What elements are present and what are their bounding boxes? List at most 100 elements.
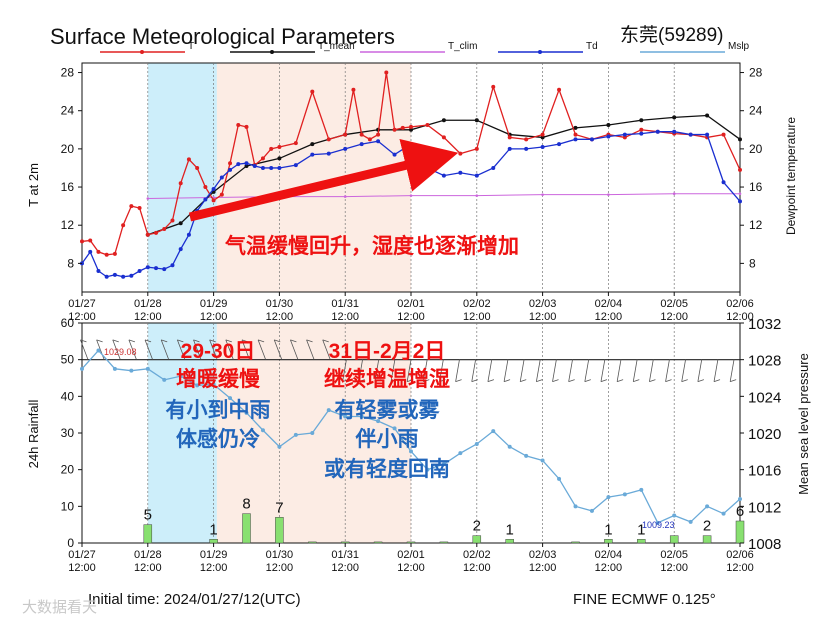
temperature-panel: 01/2712:0001/2812:0001/2912:0001/3012:00… <box>26 62 798 323</box>
point-td <box>186 232 191 237</box>
point-td <box>170 263 175 268</box>
y-tick-label: 28 <box>61 66 75 80</box>
x-tick-label-date: 02/01 <box>397 298 425 310</box>
point-t <box>137 206 142 211</box>
point-t <box>721 132 726 137</box>
y2-tick-label: 12 <box>749 218 763 232</box>
wind-barb-flag <box>209 339 216 343</box>
point-t <box>367 137 372 142</box>
box1-line1: 增暖缓慢 <box>176 367 261 391</box>
point-t <box>491 84 496 89</box>
point-t <box>162 227 167 232</box>
legend-label-t_clim: T_clim <box>448 41 477 52</box>
y2-tick-label: 1028 <box>748 353 781 370</box>
y2-tick-label: 16 <box>749 180 763 194</box>
wind-barb-flag <box>306 339 313 343</box>
point-t <box>219 192 224 197</box>
x-tick-label-time: 12:00 <box>726 562 754 574</box>
wind-barb <box>422 359 428 382</box>
wind-barb-flag <box>503 379 511 383</box>
wind-barb-flag <box>322 339 329 343</box>
mslp-point <box>343 414 348 419</box>
x-tick-label-date: 02/03 <box>529 298 557 310</box>
point-t_mean <box>474 118 479 123</box>
point-t_clim <box>343 195 347 198</box>
mslp-point <box>211 382 216 387</box>
point-td <box>228 167 233 172</box>
point-td <box>458 170 463 175</box>
mslp-low-label: 1009.23 <box>642 520 675 530</box>
mslp-point <box>606 495 611 500</box>
point-td <box>409 142 413 147</box>
rain-bar <box>340 541 350 544</box>
point-t_clim <box>475 194 479 197</box>
point-t <box>326 137 331 142</box>
x-tick-label-date: 02/06 <box>726 298 754 310</box>
box1-title: 29-30日 <box>181 340 256 363</box>
mslp-point <box>425 467 430 472</box>
mslp-point <box>162 377 167 382</box>
y-tick-label: 8 <box>67 256 74 270</box>
y-tick-label: 0 <box>67 536 74 550</box>
box2-line1: 继续增温增湿 <box>324 367 450 391</box>
point-t <box>277 144 282 149</box>
wind-barb-flag <box>177 339 184 343</box>
y2-tick-label: 24 <box>749 104 763 118</box>
x-tick-label-date: 01/30 <box>266 298 294 310</box>
rain-bar <box>735 520 745 544</box>
y-axis-label-rainfall: 24h Rainfall <box>26 400 41 469</box>
wind-barb <box>374 359 380 382</box>
point-td <box>672 129 677 134</box>
rain-bar <box>439 541 449 544</box>
x-tick-label-time: 12:00 <box>200 311 228 323</box>
wind-barb-flag <box>439 379 446 383</box>
x-tick-label-time: 12:00 <box>68 311 96 323</box>
point-t <box>269 146 274 151</box>
rain-bar-label: 1 <box>637 521 645 538</box>
wind-barb-flag <box>241 339 249 343</box>
x-tick-label-date: 02/03 <box>529 549 557 561</box>
wind-barb-flag <box>487 379 495 383</box>
point-td <box>474 173 479 178</box>
y-tick-label: 20 <box>61 142 75 156</box>
box2-line2: 有轻雾或雾 <box>335 398 441 422</box>
mslp-point <box>244 410 249 415</box>
x-tick-label-date: 01/27 <box>68 549 96 561</box>
y-tick-label: 50 <box>61 353 75 367</box>
point-t_mean <box>540 135 545 140</box>
point-t_clim <box>607 193 610 196</box>
point-td <box>121 274 126 279</box>
x-tick-label-date: 02/02 <box>463 298 491 310</box>
point-t_clim <box>146 197 150 200</box>
point-t <box>88 238 93 243</box>
point-t <box>441 135 446 140</box>
y2-tick-label: 1032 <box>748 316 781 333</box>
wind-barb <box>713 359 719 382</box>
box1-line2: 有小到中雨 <box>166 398 271 422</box>
x-tick-label-date: 02/06 <box>726 549 754 561</box>
point-t <box>203 185 208 190</box>
initial-time: Initial time: 2024/01/27/12(UTC) <box>88 591 301 608</box>
mslp-point <box>524 453 529 458</box>
wind-barb <box>535 359 541 382</box>
point-td <box>137 269 142 274</box>
point-t <box>622 135 627 140</box>
point-td <box>606 134 611 139</box>
y2-tick-label: 1024 <box>748 389 781 406</box>
mslp-point <box>392 426 397 431</box>
mslp-point <box>260 428 265 433</box>
point-t <box>524 137 529 142</box>
point-t_mean <box>310 142 315 147</box>
shade-pink-top <box>216 63 411 292</box>
wind-barb-flag <box>358 379 365 383</box>
wind-barb <box>209 339 218 360</box>
wind-barb-flag <box>633 379 640 383</box>
point-t <box>738 167 742 172</box>
rain-bar-label: 5 <box>144 507 152 524</box>
point-t <box>170 218 175 223</box>
point-td <box>343 146 348 151</box>
point-td <box>705 132 710 137</box>
wind-barb-flag <box>600 379 608 383</box>
wind-barb <box>519 359 525 382</box>
model-label: FINE ECMWF 0.125° <box>573 591 716 608</box>
